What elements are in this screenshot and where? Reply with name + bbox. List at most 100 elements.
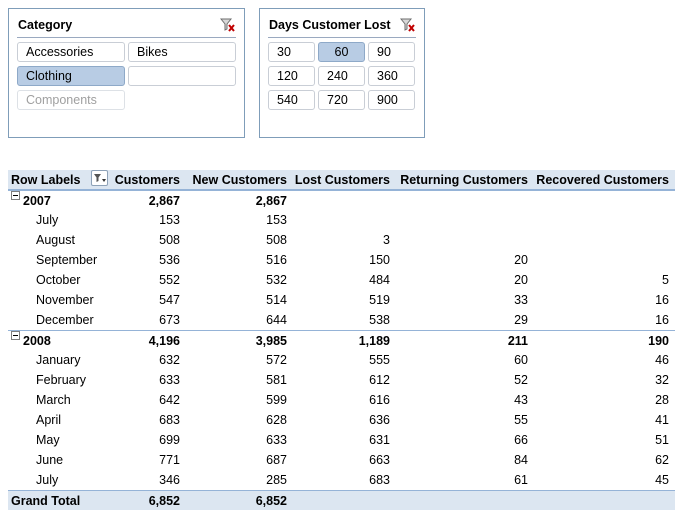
cell: 346 bbox=[159, 473, 180, 487]
slicer-header: Days Customer Lost bbox=[268, 15, 416, 38]
cell: 6,852 bbox=[255, 494, 287, 508]
table-row: September 536 516 150 20 bbox=[8, 250, 675, 270]
month-label: November bbox=[36, 293, 94, 307]
cell: 612 bbox=[369, 373, 390, 387]
filter-dropdown-button[interactable] bbox=[91, 170, 108, 186]
slicer-item-720[interactable]: 720 bbox=[318, 90, 365, 110]
slicer-item-bikes[interactable]: Bikes bbox=[128, 42, 236, 62]
slicer-item-90[interactable]: 90 bbox=[368, 42, 415, 62]
header-row-labels: Row Labels bbox=[11, 173, 81, 187]
cell: 66 bbox=[514, 433, 528, 447]
month-label: August bbox=[36, 233, 75, 247]
cell: 581 bbox=[266, 373, 287, 387]
header-lost-customers: Lost Customers bbox=[294, 173, 390, 187]
cell: 519 bbox=[369, 293, 390, 307]
slicer-item-components[interactable]: Components bbox=[17, 90, 125, 110]
month-label: September bbox=[36, 253, 98, 267]
slicer-item-360[interactable]: 360 bbox=[368, 66, 415, 86]
cell: 514 bbox=[266, 293, 287, 307]
slicer-item-540[interactable]: 540 bbox=[268, 90, 315, 110]
cell: 4,196 bbox=[148, 334, 180, 348]
cell: 43 bbox=[514, 393, 528, 407]
cell: 20 bbox=[514, 273, 528, 287]
cell: 153 bbox=[266, 213, 287, 227]
cell: 62 bbox=[655, 453, 669, 467]
cell: 41 bbox=[655, 413, 669, 427]
header-recovered-customers: Recovered Customers bbox=[536, 173, 669, 187]
table-row: October 552 532 484 20 5 bbox=[8, 270, 675, 290]
table-row: April 683 628 636 55 41 bbox=[8, 410, 675, 430]
year-label: 2007 bbox=[23, 194, 51, 208]
cell: 673 bbox=[159, 313, 180, 327]
cell: 555 bbox=[369, 353, 390, 367]
collapse-minus-icon[interactable] bbox=[11, 331, 20, 340]
month-label: December bbox=[36, 313, 94, 327]
slicer-item-900[interactable]: 900 bbox=[368, 90, 415, 110]
cell: 633 bbox=[159, 373, 180, 387]
cell: 52 bbox=[514, 373, 528, 387]
cell: 644 bbox=[266, 313, 287, 327]
month-label: February bbox=[36, 373, 87, 387]
cell: 61 bbox=[514, 473, 528, 487]
table-row: January 632 572 555 60 46 bbox=[8, 350, 675, 370]
cell: 16 bbox=[655, 293, 669, 307]
header-returning-customers: Returning Customers bbox=[400, 173, 528, 187]
table-row: July 346 285 683 61 45 bbox=[8, 470, 675, 490]
cell: 46 bbox=[655, 353, 669, 367]
table-row: March 642 599 616 43 28 bbox=[8, 390, 675, 410]
cell: 29 bbox=[514, 313, 528, 327]
cell: 6,852 bbox=[148, 494, 180, 508]
cell: 547 bbox=[159, 293, 180, 307]
table-row: May 699 633 631 66 51 bbox=[8, 430, 675, 450]
cell: 532 bbox=[266, 273, 287, 287]
slicer-item-60[interactable]: 60 bbox=[318, 42, 365, 62]
slicer-item-accessories[interactable]: Accessories bbox=[17, 42, 125, 62]
days-slicer-title: Days Customer Lost bbox=[269, 18, 391, 32]
cell: 28 bbox=[655, 393, 669, 407]
month-label: June bbox=[36, 453, 64, 467]
cell: 60 bbox=[514, 353, 528, 367]
cell: 2,867 bbox=[255, 194, 287, 208]
cell: 599 bbox=[266, 393, 287, 407]
funnel-clear-icon[interactable] bbox=[219, 17, 236, 33]
table-row: November 547 514 519 33 16 bbox=[8, 290, 675, 310]
cell: 683 bbox=[159, 413, 180, 427]
month-label: March bbox=[36, 393, 71, 407]
month-label: July bbox=[36, 473, 59, 487]
table-row: July 153 153 bbox=[8, 210, 675, 230]
cell: 153 bbox=[159, 213, 180, 227]
cell: 150 bbox=[369, 253, 390, 267]
cell: 484 bbox=[369, 273, 390, 287]
table-row: February 633 581 612 52 32 bbox=[8, 370, 675, 390]
cell: 633 bbox=[266, 433, 287, 447]
slicer-item-30[interactable]: 30 bbox=[268, 42, 315, 62]
slicer-header: Category bbox=[17, 15, 236, 38]
cell: 84 bbox=[514, 453, 528, 467]
days-customer-lost-slicer: Days Customer Lost 30 60 90 120 240 360 … bbox=[259, 8, 425, 138]
slicer-item-120[interactable]: 120 bbox=[268, 66, 315, 86]
cell: 3 bbox=[383, 233, 390, 247]
cell: 45 bbox=[655, 473, 669, 487]
header-new-customers: New Customers bbox=[192, 173, 287, 187]
pivot-header-row: Row Labels Customers New Customers Lost … bbox=[8, 170, 675, 190]
cell: 642 bbox=[159, 393, 180, 407]
cell: 1,189 bbox=[358, 334, 390, 348]
month-label: May bbox=[36, 433, 60, 447]
funnel-clear-icon[interactable] bbox=[399, 17, 416, 33]
cell: 33 bbox=[514, 293, 528, 307]
slicer-item-clothing[interactable]: Clothing bbox=[17, 66, 125, 86]
cell: 536 bbox=[159, 253, 180, 267]
collapse-minus-icon[interactable] bbox=[11, 191, 20, 200]
cell: 663 bbox=[369, 453, 390, 467]
grand-total-row: Grand Total 6,852 6,852 bbox=[8, 490, 675, 510]
table-row: December 673 644 538 29 16 bbox=[8, 310, 675, 330]
slicer-item-240[interactable]: 240 bbox=[318, 66, 365, 86]
table-row: June 771 687 663 84 62 bbox=[8, 450, 675, 470]
cell: 538 bbox=[369, 313, 390, 327]
cell: 699 bbox=[159, 433, 180, 447]
cell: 572 bbox=[266, 353, 287, 367]
category-slicer: Category Accessories Bikes Clothing Comp… bbox=[8, 8, 245, 138]
cell: 616 bbox=[369, 393, 390, 407]
cell: 211 bbox=[507, 334, 528, 348]
month-label: July bbox=[36, 213, 59, 227]
